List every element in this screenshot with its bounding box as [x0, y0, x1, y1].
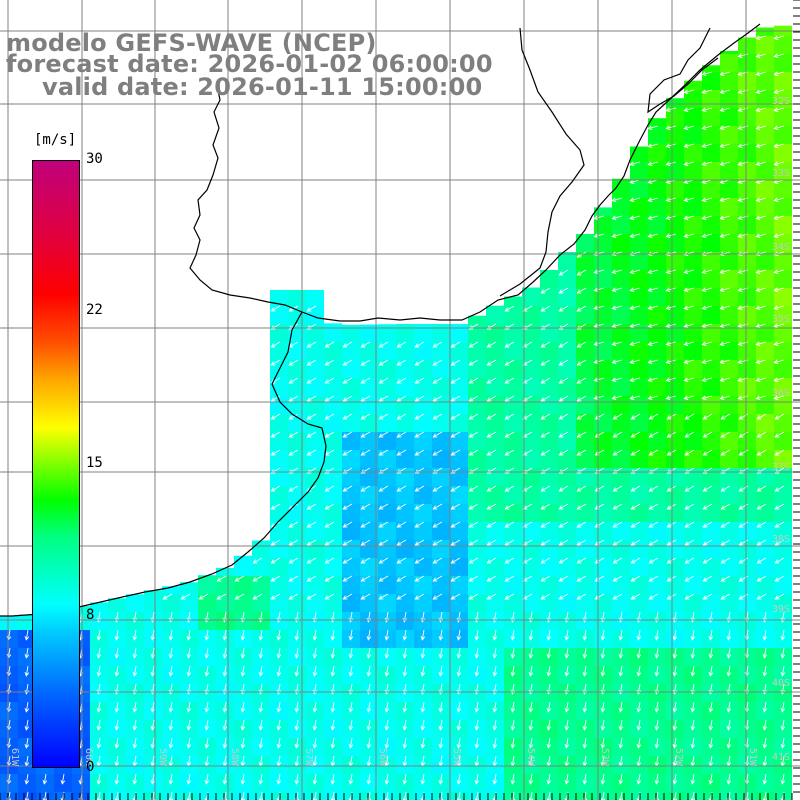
- wind-speed-field: [0, 25, 792, 800]
- lat-label: 39S: [772, 604, 790, 615]
- lat-label: 41S: [772, 752, 790, 763]
- lat-label: 33S: [772, 168, 790, 179]
- lat-label: 32S: [772, 96, 790, 107]
- model-title: modelo GEFS-WAVE (NCEP): [6, 29, 377, 57]
- lon-label: 55W: [451, 748, 462, 767]
- lat-label: 34S: [772, 242, 790, 253]
- lon-label: 52W: [673, 748, 684, 767]
- coastline-south: [0, 311, 327, 617]
- wind-arrows: [6, 35, 786, 800]
- colorbar-tick-0: 0: [86, 759, 95, 775]
- lat-label: 40S: [772, 678, 790, 689]
- forecast-date: forecast date: 2026-01-02 06:00:00: [6, 50, 493, 78]
- coastline-north: [189, 23, 761, 322]
- coastline: [0, 23, 761, 617]
- valid-date: valid date: 2026-01-11 15:00:00: [42, 73, 483, 101]
- colorbar-tick-30: 30: [86, 151, 103, 167]
- lat-label: 35S: [772, 314, 790, 325]
- lat-label: 36S: [772, 388, 790, 399]
- lon-label: 57W: [303, 748, 314, 767]
- lon-label: 56W: [377, 748, 388, 767]
- lon-label: 51W: [747, 748, 758, 767]
- lat-label: 37S: [772, 462, 790, 473]
- lon-label: 61W: [9, 748, 20, 767]
- colorbar-tick-22: 22: [86, 302, 103, 318]
- colorbar: [32, 160, 80, 768]
- colorbar-tick-15: 15: [86, 455, 103, 471]
- lon-label: 53W: [599, 748, 610, 767]
- colorbar-unit: [m/s]: [34, 132, 77, 148]
- lat-label: 38S: [772, 534, 790, 545]
- lon-label: 54W: [525, 748, 536, 767]
- lagoon-outline: [499, 27, 585, 297]
- colorbar-tick-8: 8: [86, 607, 95, 623]
- lon-label: 60W: [83, 748, 94, 767]
- lon-label: 59W: [157, 748, 168, 767]
- lon-label: 58W: [229, 748, 240, 767]
- lagoon-mirim-outline: [647, 27, 719, 114]
